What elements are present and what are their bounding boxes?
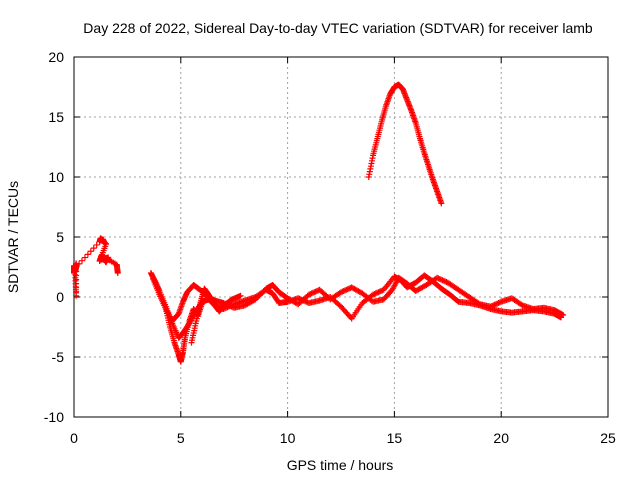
series-track-a [147,270,565,341]
data-point [81,254,88,261]
data-point [475,300,482,307]
series-loop [188,285,244,346]
y-tick-label: 0 [56,289,64,305]
data-point [560,312,567,318]
y-tick-label: 15 [48,109,64,125]
series-arc [365,81,445,207]
x-tick-label: 25 [600,430,616,446]
y-tick-label: -5 [52,349,65,365]
series-track-b [150,274,567,324]
x-tick-label: 20 [493,430,509,446]
data-point [252,296,259,303]
data-point [259,289,266,296]
x-tick-label: 15 [387,430,403,446]
data-point [87,248,94,255]
y-tick-label: 20 [48,49,64,65]
data-point [256,292,263,299]
data-point [237,292,244,299]
data-point [336,302,343,309]
data-point [260,288,267,295]
y-tick-label: 10 [48,169,64,185]
grid-lines [74,57,608,417]
y-axis-title: SDTVAR / TECUs [5,181,21,293]
series-dip [162,300,206,365]
data-point [438,200,445,207]
y-tick-label: 5 [56,229,64,245]
data-point [76,260,83,267]
chart-title: Day 228 of 2022, Sidereal Day-to-day VTE… [83,20,593,36]
x-tick-label: 0 [70,430,78,446]
x-tick-label: 5 [177,430,185,446]
data-point [518,301,525,308]
data-point [114,270,121,276]
data-point [253,295,260,302]
x-axis: 0 5 10 15 20 25 [70,57,616,446]
data-point [84,251,91,258]
series-early [71,235,121,299]
y-axis: -10 -5 0 5 10 15 20 [44,49,608,425]
data-point [90,245,97,252]
data-point [255,293,262,300]
data-point [257,291,264,297]
data-point [93,241,100,248]
y-tick-label: -10 [44,409,64,425]
x-tick-label: 10 [280,430,296,446]
data-points [71,81,567,365]
data-point [79,257,86,264]
x-axis-title: GPS time / hours [287,457,394,473]
data-point [73,264,80,270]
